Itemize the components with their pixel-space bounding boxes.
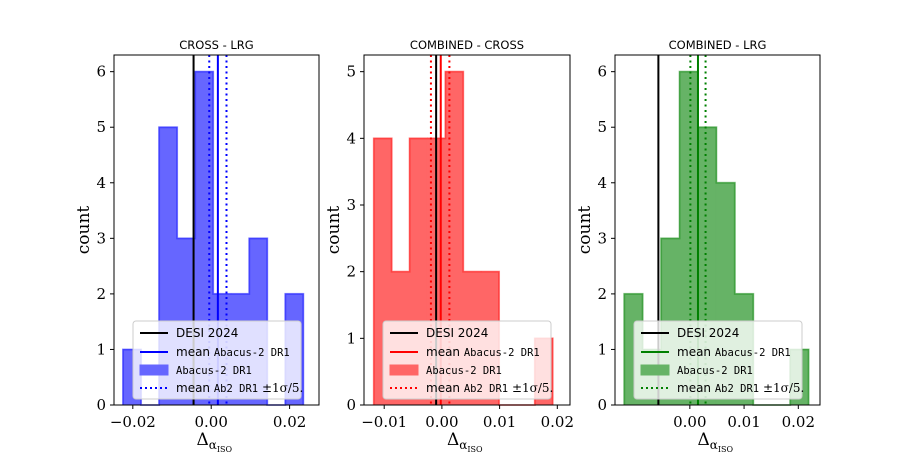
panel-title: CROSS - LRG — [179, 38, 253, 52]
axes-frame — [614, 54, 821, 406]
panel-2: 0 1 2 3 4 5 −0.01 0.00 0.01 0.02 COMBINED - CROSS Δ… — [324, 38, 574, 454]
legend-label-mean: mean Abacus-2 DR1 — [677, 345, 791, 359]
legend-label-histogram: Abacus-2 DR1 — [176, 365, 252, 377]
x-tick-label: 0.00 — [195, 413, 228, 431]
y-tick-label: 6 — [597, 63, 607, 81]
y-tick-label: 4 — [597, 174, 607, 192]
legend-label-sigma: mean Ab2 DR1 ±1σ/5. — [677, 381, 804, 395]
y-tick-label: 5 — [346, 63, 356, 81]
legend-label-desi: DESI 2024 — [176, 326, 238, 340]
y-tick-label: 5 — [597, 118, 607, 136]
legend-label-histogram: Abacus-2 DR1 — [426, 365, 502, 377]
y-tick-label: 4 — [96, 174, 106, 192]
x-tick-label: 0.02 — [541, 413, 574, 431]
x-tick-label: 0.01 — [727, 413, 760, 431]
y-tick-label: 4 — [346, 129, 356, 147]
y-tick-label: 5 — [96, 118, 106, 136]
legend-label-desi: DESI 2024 — [677, 326, 739, 340]
x-tick-label: 0.01 — [483, 413, 516, 431]
legend-label-sigma: mean Ab2 DR1 ±1σ/5. — [426, 381, 553, 395]
legend-box — [382, 320, 552, 400]
x-tick-label: −0.02 — [110, 413, 156, 431]
panel-3: 0 1 2 3 4 5 6 0.00 0.01 0.02 COMBINED - LRG ΔαISO co… — [575, 38, 821, 454]
legend-box — [132, 320, 302, 400]
legend-handle-histogram — [139, 364, 169, 376]
panel-title: COMBINED - LRG — [669, 38, 767, 52]
legend-handle-histogram — [389, 364, 419, 376]
y-tick-label: 1 — [346, 329, 356, 347]
legend-handle-histogram — [640, 364, 670, 376]
legend-label-histogram: Abacus-2 DR1 — [677, 365, 753, 377]
y-tick-label: 3 — [597, 229, 607, 247]
axes-frame — [113, 54, 320, 406]
x-tick-label: −0.01 — [361, 413, 407, 431]
axes-frame — [363, 54, 571, 406]
y-tick-label: 2 — [96, 285, 106, 303]
y-tick-label: 0 — [597, 396, 607, 414]
y-axis-label: count — [575, 206, 595, 255]
x-tick-label: 0.02 — [273, 413, 306, 431]
x-axis-label: ΔαISO — [698, 430, 734, 454]
legend-box — [633, 320, 803, 400]
x-tick-label: 0.00 — [673, 413, 706, 431]
legend-label-sigma: mean Ab2 DR1 ±1σ/5. — [176, 381, 303, 395]
y-tick-label: 6 — [96, 63, 106, 81]
y-tick-label: 2 — [597, 285, 607, 303]
y-tick-label: 1 — [597, 340, 607, 358]
y-tick-label: 0 — [346, 396, 356, 414]
y-tick-label: 3 — [346, 196, 356, 214]
x-axis-label: ΔαISO — [197, 430, 233, 454]
y-tick-label: 1 — [96, 340, 106, 358]
panel-1: 0 1 2 3 4 5 6 −0.02 0.00 0.02 CROSS - LRG ΔαISO coun… — [74, 38, 320, 454]
y-tick-label: 3 — [96, 229, 106, 247]
panel-title: COMBINED - CROSS — [410, 38, 524, 52]
x-axis-label: ΔαISO — [447, 430, 483, 454]
x-tick-label: 0.00 — [425, 413, 458, 431]
y-axis-label: count — [74, 206, 94, 255]
y-tick-label: 0 — [96, 396, 106, 414]
y-tick-label: 2 — [346, 263, 356, 281]
legend-label-mean: mean Abacus-2 DR1 — [426, 345, 540, 359]
legend-label-desi: DESI 2024 — [426, 326, 488, 340]
x-tick-label: 0.02 — [782, 413, 815, 431]
y-axis-label: count — [324, 206, 344, 255]
legend-label-mean: mean Abacus-2 DR1 — [176, 345, 290, 359]
